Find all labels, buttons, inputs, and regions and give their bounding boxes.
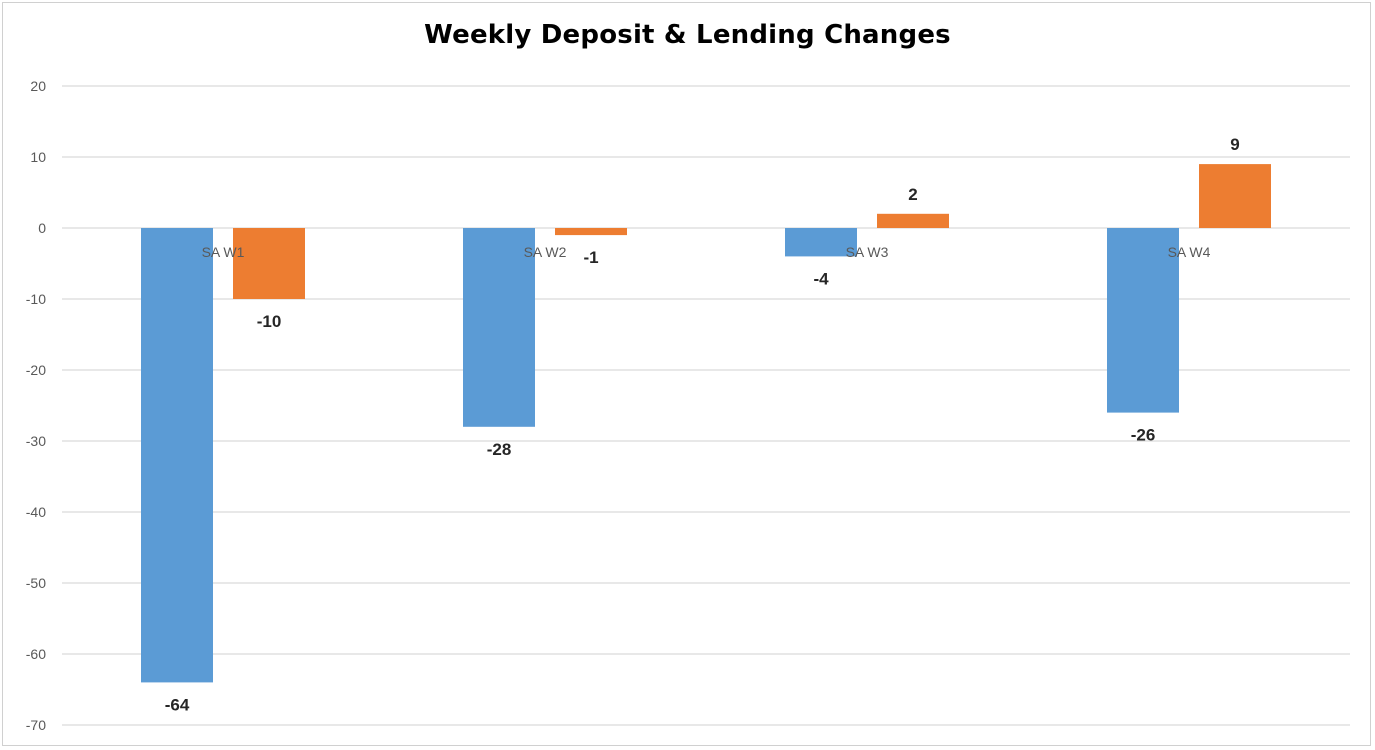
bar-series1-1: [141, 228, 213, 683]
category-label: SA W4: [1168, 244, 1211, 260]
data-label: -26: [1131, 426, 1156, 445]
y-tick-label: -60: [26, 646, 46, 662]
data-label: -1: [583, 248, 598, 267]
data-label: 2: [908, 185, 917, 204]
bars: [141, 164, 1271, 683]
y-tick-label: -70: [26, 717, 46, 733]
y-tick-label: -30: [26, 433, 46, 449]
y-tick-label: 20: [30, 78, 46, 94]
y-tick-label: -20: [26, 362, 46, 378]
data-label: -10: [257, 312, 282, 331]
category-label: SA W2: [524, 244, 567, 260]
labels: 20 10 0 -10 -20 -30 -40 -50 -60 -70 -64 -10 SA W1 -28…: [26, 78, 1240, 733]
category-label: SA W3: [846, 244, 889, 260]
y-tick-label: 10: [30, 149, 46, 165]
bar-series1-3: [785, 228, 857, 257]
data-label: -28: [487, 440, 512, 459]
bar-series2-2: [555, 228, 627, 236]
bar-series1-4: [1107, 228, 1179, 413]
bar-series1-2: [463, 228, 535, 427]
data-label: -64: [165, 695, 190, 714]
y-tick-label: 0: [38, 220, 46, 236]
data-label: 9: [1230, 135, 1239, 154]
bar-series2-3: [877, 213, 949, 228]
y-tick-label: -10: [26, 291, 46, 307]
category-label: SA W1: [202, 244, 245, 260]
data-label: -4: [813, 269, 829, 288]
bar-series2-4: [1199, 164, 1271, 228]
y-tick-label: -50: [26, 575, 46, 591]
y-tick-label: -40: [26, 504, 46, 520]
chart-title: Weekly Deposit & Lending Changes: [424, 20, 951, 50]
bar-series2-1: [233, 228, 305, 299]
